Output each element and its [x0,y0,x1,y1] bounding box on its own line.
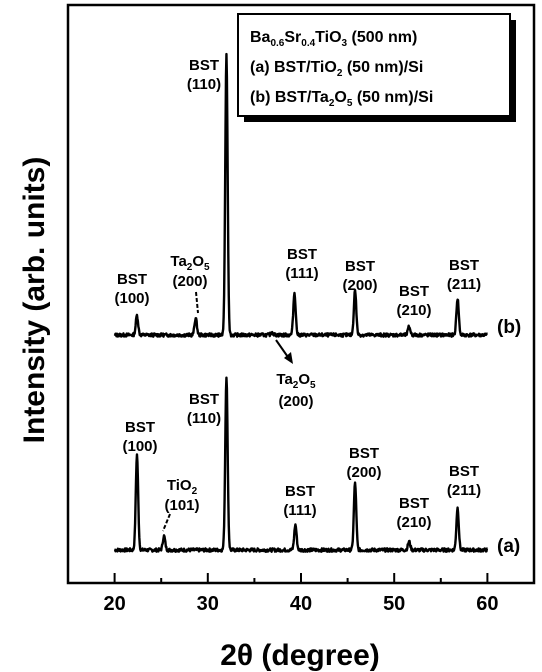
x-tick-label: 20 [103,593,125,615]
annotation-a-bst200: BST (200) [346,445,381,481]
annotation-a-tio2: TiO2 (101) [164,477,199,514]
series-line-a [113,376,489,553]
annotation-a-bst210: BST (210) [396,495,431,531]
series-label-a: (a) [497,536,520,557]
annotation-arrow-a-tio2 [162,513,171,532]
annotation-a-bst100: BST (100) [122,419,157,455]
annotation-arrow-b-ta2o5 [195,291,199,314]
series-line-b [113,52,489,338]
legend-entry-2: (b) BST/Ta2O5 (50 nm)/Si [250,89,433,109]
annotation-b-bst210: BST (210) [396,283,431,319]
annotation-arrowhead-mid-ta2o5 [284,352,293,364]
annotation-mid-ta2o5: Ta2O5 (200) [276,371,316,410]
annotation-a-bst211: BST (211) [447,463,481,499]
annotation-b-bst211: BST (211) [447,257,481,293]
x-tick-label: 40 [290,593,312,615]
annotation-b-bst100: BST (100) [114,271,149,307]
annotation-a-bst110: BST (110) [187,391,221,427]
series-label-b: (b) [497,317,521,338]
x-tick-label: 60 [476,593,498,615]
annotation-b-bst200: BST (200) [342,258,377,294]
legend-entry-1: (a) BST/TiO2 (50 nm)/Si [250,59,423,79]
x-axis-ticks: 20 30 40 50 60 [67,573,535,615]
legend-entry-0: Ba0.6Sr0.4TiO3 (500 nm) [250,29,417,49]
legend-box [237,13,511,117]
annotation-b-bst110: BST (110) [187,57,221,93]
y-axis-label: Intensity (arb. units) [18,157,51,444]
annotation-b-ta2o5: Ta2O5 (200) [170,253,210,290]
x-tick-label: 30 [197,593,219,615]
x-tick-label: 50 [383,593,405,615]
annotation-a-bst111: BST (111) [283,483,316,519]
x-axis-label: 2θ (degree) [220,639,380,672]
annotation-b-bst111: BST (111) [285,246,318,282]
